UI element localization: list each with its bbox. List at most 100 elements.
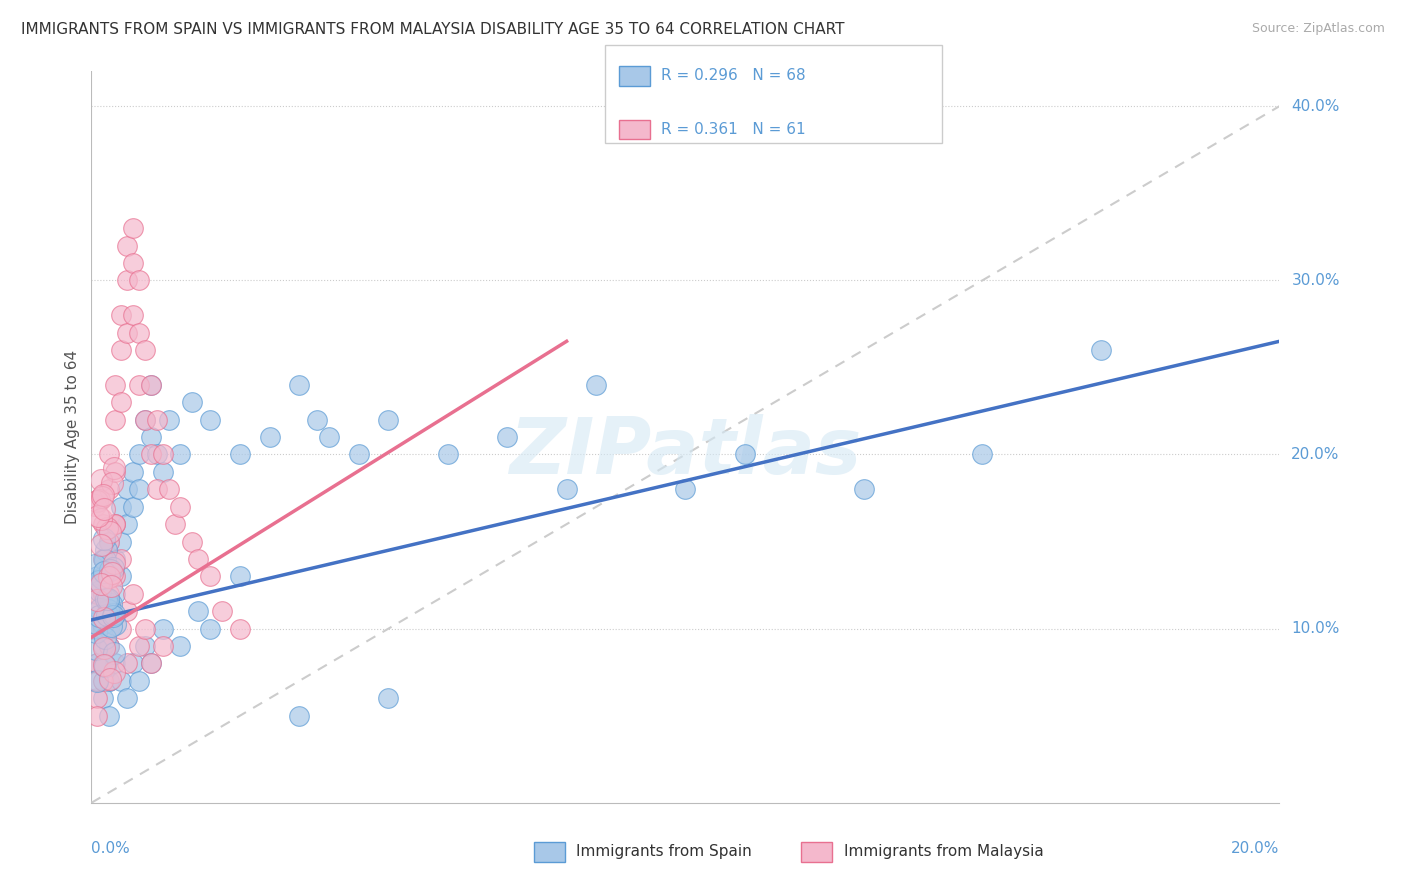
Y-axis label: Disability Age 35 to 64: Disability Age 35 to 64 (65, 350, 80, 524)
Point (229, 569, 252, 583)
Point (229, 448, 252, 462)
Point (91, 587, 114, 601)
Point (91, 622, 114, 636)
Point (98, 673, 121, 688)
Point (100, 673, 122, 687)
Text: 20.0%: 20.0% (1291, 447, 1340, 462)
Point (86, 493, 108, 508)
Point (97, 591, 120, 606)
Point (98, 673, 121, 688)
Point (169, 448, 191, 462)
Point (90, 511, 112, 525)
Point (134, 412, 156, 426)
Point (110, 395, 132, 409)
Point (122, 465, 145, 479)
Point (115, 517, 138, 532)
Point (288, 377, 311, 392)
Point (104, 569, 127, 583)
Point (585, 377, 607, 392)
Point (91, 587, 114, 601)
Point (98, 483, 121, 497)
Point (103, 607, 125, 621)
Point (98, 534, 121, 549)
Point (101, 475, 124, 490)
Point (89, 602, 111, 616)
Point (94, 631, 117, 645)
Point (181, 395, 204, 409)
Point (104, 377, 127, 392)
Point (83, 558, 105, 572)
Point (98, 622, 121, 636)
Point (128, 639, 150, 653)
Point (229, 622, 252, 636)
Point (93, 532, 115, 546)
Point (98, 708, 121, 723)
Point (122, 221, 145, 235)
Point (98, 534, 121, 549)
Point (187, 552, 209, 566)
Point (169, 500, 191, 514)
Point (84, 641, 107, 656)
Point (734, 448, 756, 462)
Point (145, 448, 167, 462)
Point (98, 524, 121, 539)
Point (97, 603, 120, 617)
Point (84, 624, 107, 639)
Point (187, 604, 209, 618)
Point (93, 565, 115, 579)
Point (91, 657, 114, 671)
Point (122, 308, 145, 322)
Point (288, 708, 311, 723)
Point (86, 657, 108, 671)
Point (89, 574, 111, 589)
Point (86, 604, 108, 618)
Point (101, 566, 124, 581)
Point (115, 238, 138, 252)
Point (86, 593, 108, 607)
Point (139, 657, 162, 671)
Point (104, 657, 127, 671)
Point (1090, 343, 1112, 357)
Point (139, 657, 162, 671)
Point (84, 615, 107, 630)
Point (152, 622, 174, 636)
Point (91, 488, 114, 502)
Point (96, 607, 118, 622)
Point (128, 673, 150, 688)
Point (91, 673, 114, 688)
Point (96, 521, 118, 535)
Point (91, 552, 114, 566)
Point (86, 657, 108, 671)
Point (128, 326, 150, 340)
Point (110, 534, 132, 549)
Point (115, 657, 138, 671)
Point (211, 604, 233, 618)
Point (139, 448, 162, 462)
Point (86, 691, 108, 706)
Point (98, 569, 121, 583)
Text: 30.0%: 30.0% (1291, 273, 1340, 288)
Point (93, 658, 115, 673)
Point (157, 412, 180, 426)
Text: 0.0%: 0.0% (91, 841, 131, 856)
Point (86, 569, 108, 583)
Point (145, 412, 167, 426)
Point (98, 639, 121, 653)
Point (86, 587, 108, 601)
Point (145, 483, 167, 497)
Point (972, 448, 994, 462)
Point (103, 561, 125, 575)
Text: 10.0%: 10.0% (1291, 621, 1340, 636)
Point (163, 517, 186, 532)
Point (100, 597, 122, 611)
Point (103, 646, 125, 660)
Point (91, 639, 114, 653)
Point (98, 563, 121, 577)
Point (90, 577, 112, 591)
Point (104, 412, 127, 426)
Point (86, 622, 108, 636)
Text: ZIPatlas: ZIPatlas (509, 414, 862, 490)
Point (110, 343, 132, 357)
Point (86, 673, 108, 688)
Point (377, 691, 399, 706)
